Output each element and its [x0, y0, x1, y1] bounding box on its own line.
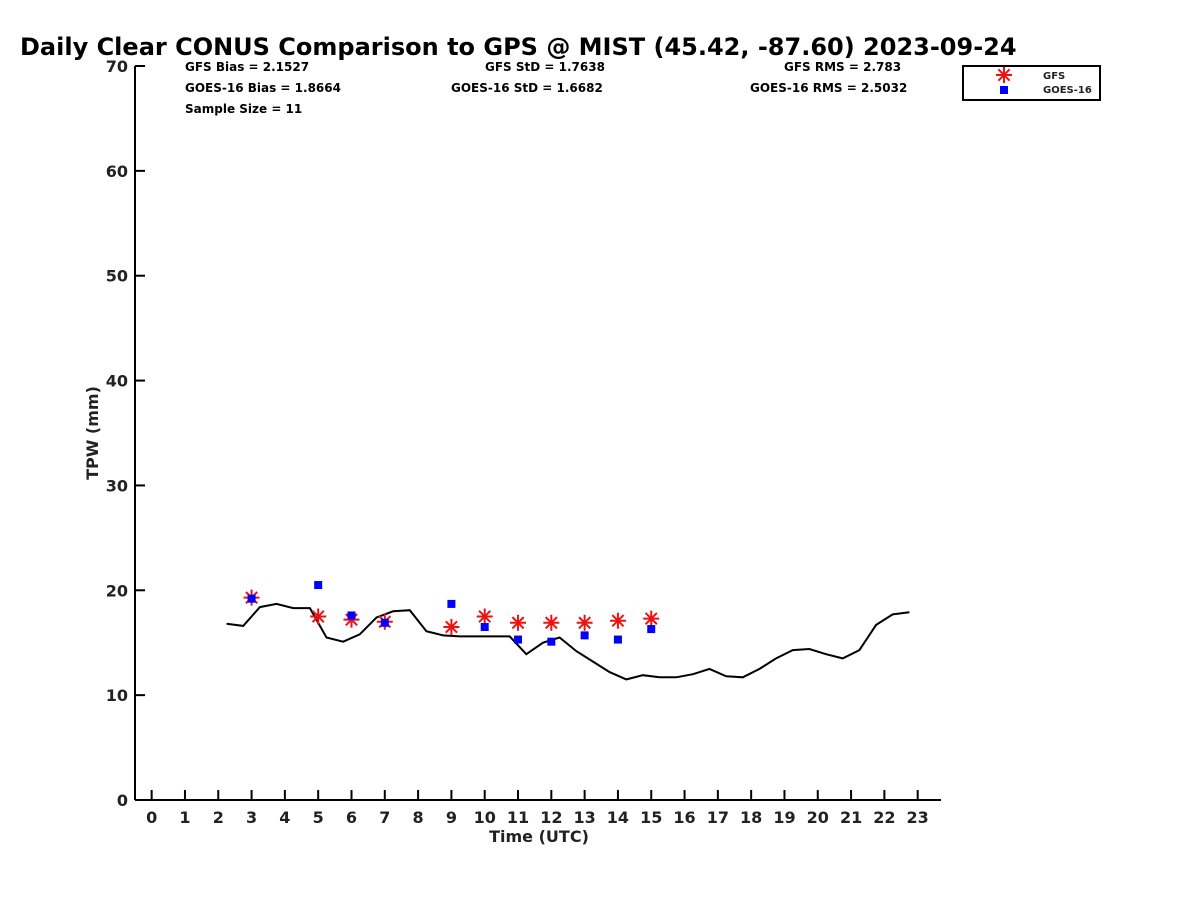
gfs-point — [609, 612, 626, 629]
x-tick-label: 4 — [279, 808, 290, 827]
x-tick-label: 2 — [213, 808, 224, 827]
x-tick-label: 8 — [413, 808, 424, 827]
gfs-point — [443, 618, 460, 635]
goes-point — [314, 581, 323, 590]
x-tick-label: 0 — [146, 808, 157, 827]
x-tick-label: 15 — [640, 808, 662, 827]
legend-gfs-label: GFS — [1043, 71, 1065, 82]
gfs-point — [576, 614, 593, 631]
goes-point — [347, 611, 356, 620]
gfs-point — [476, 608, 493, 625]
gfs-point — [310, 608, 327, 625]
x-tick-label: 6 — [346, 808, 357, 827]
x-axis-label: Time (UTC) — [489, 827, 589, 846]
gfs-point — [643, 610, 660, 627]
x-tick-label: 9 — [446, 808, 457, 827]
x-tick-label: 3 — [246, 808, 257, 827]
goes-point — [247, 594, 256, 603]
x-tick-label: 18 — [740, 808, 762, 827]
goes-point — [380, 618, 389, 627]
legend-gfs-asterisk — [996, 67, 1012, 83]
goes-point — [514, 635, 523, 644]
x-tick-label: 13 — [573, 808, 595, 827]
x-tick-label: 1 — [179, 808, 190, 827]
stat-goes-bias: GOES-16 Bias = 1.8664 — [185, 81, 341, 95]
goes-point — [613, 635, 622, 644]
legend-goes-label: GOES-16 — [1043, 85, 1092, 96]
x-tick-label: 23 — [907, 808, 929, 827]
x-tick-label: 7 — [379, 808, 390, 827]
x-tick-label: 17 — [707, 808, 729, 827]
x-tick-label: 21 — [840, 808, 862, 827]
gfs-point — [510, 614, 527, 631]
x-tick-label: 12 — [540, 808, 562, 827]
y-tick-label: 0 — [117, 791, 128, 810]
stat-gfs-rms: GFS RMS = 2.783 — [784, 60, 901, 74]
x-tick-label: 22 — [873, 808, 895, 827]
gfs-point — [543, 614, 560, 631]
y-tick-label: 20 — [106, 581, 128, 600]
x-tick-label: 19 — [773, 808, 795, 827]
x-tick-label: 16 — [673, 808, 695, 827]
y-tick-label: 60 — [106, 162, 128, 181]
gps-line — [226, 602, 910, 681]
x-tick-label: 20 — [807, 808, 829, 827]
goes-point — [647, 625, 656, 634]
plot-area — [226, 581, 910, 681]
chart-title: Daily Clear CONUS Comparison to GPS @ MI… — [20, 33, 1017, 61]
x-tick-label: 10 — [474, 808, 496, 827]
legend-gfs-marker — [996, 67, 1012, 83]
y-tick-label: 50 — [106, 267, 128, 286]
y-axis-label: TPW (mm) — [83, 386, 102, 480]
legend-box — [962, 65, 1101, 101]
y-tick-label: 30 — [106, 476, 128, 495]
y-tick-label: 40 — [106, 372, 128, 391]
y-tick-label: 10 — [106, 686, 128, 705]
goes-point — [480, 622, 489, 631]
goes-point — [580, 631, 589, 640]
stat-goes-std: GOES-16 StD = 1.6682 — [451, 81, 603, 95]
y-tick-label: 70 — [106, 57, 128, 76]
x-tick-label: 5 — [313, 808, 324, 827]
goes-point — [547, 637, 556, 646]
stat-sample-size: Sample Size = 11 — [185, 102, 302, 116]
goes-point — [447, 599, 456, 608]
x-tick-label: 14 — [607, 808, 629, 827]
legend-goes-marker — [1000, 86, 1008, 94]
stat-gfs-bias: GFS Bias = 2.1527 — [185, 60, 309, 74]
stats-block: GFS Bias = 2.1527 GOES-16 Bias = 1.8664 … — [185, 60, 907, 116]
stat-goes-rms: GOES-16 RMS = 2.5032 — [750, 81, 907, 95]
x-tick-label: 11 — [507, 808, 529, 827]
legend: GFS GOES-16 — [962, 65, 1101, 101]
stat-gfs-std: GFS StD = 1.7638 — [485, 60, 605, 74]
